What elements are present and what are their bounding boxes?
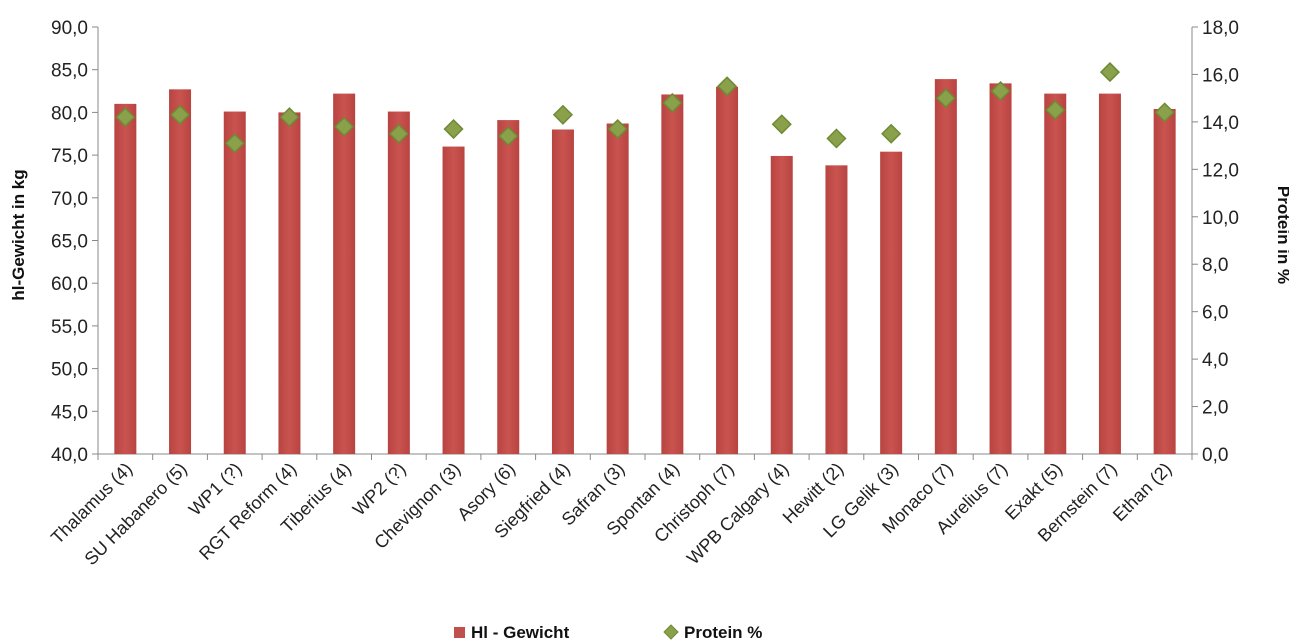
bar: [442, 146, 465, 454]
y2-tick-label: 12,0: [1202, 160, 1239, 181]
protein-point: [224, 133, 245, 154]
y-tick-label: 75,0: [51, 146, 88, 167]
protein-point: [990, 80, 1011, 102]
bar: [1098, 93, 1121, 454]
y2-tick-label: 16,0: [1202, 65, 1239, 86]
bar: [880, 151, 903, 454]
bar: [387, 111, 410, 455]
bar: [497, 120, 520, 454]
y2-tick-label: 14,0: [1202, 113, 1239, 134]
y-tick-label: 80,0: [51, 103, 88, 124]
bar: [333, 93, 356, 454]
y-tick-label: 45,0: [51, 402, 88, 423]
protein-point: [115, 107, 136, 128]
bar: [989, 83, 1012, 454]
y2-tick-label: 10,0: [1202, 208, 1239, 229]
protein-point: [607, 118, 628, 140]
y2-tick-label: 8,0: [1202, 255, 1228, 276]
bar: [934, 79, 957, 455]
y-tick-label: 70,0: [51, 189, 88, 210]
y-tick-label: 60,0: [51, 274, 88, 295]
y-axis-title: hl-Gewicht in kg: [9, 169, 28, 300]
bar: [114, 103, 137, 455]
protein-point: [716, 76, 738, 97]
protein-point: [498, 126, 519, 147]
protein-point: [443, 118, 464, 140]
protein-point: [334, 116, 355, 137]
legend: Hl - Gewicht Protein %: [454, 623, 762, 642]
bar: [278, 112, 301, 455]
x-tick-label: WPB Calgary (4): [683, 459, 793, 569]
plot-area: 40,0 45,0 50,0 55,0 60,0 65,0 70,0 75,0 80,0 85,0…: [47, 18, 1239, 569]
bar: [169, 89, 192, 454]
protein-point: [552, 104, 574, 125]
bar: [661, 94, 684, 454]
bar: [1153, 108, 1176, 454]
protein-point: [881, 123, 902, 144]
y-tick-label: 90,0: [51, 18, 88, 39]
legend-label-protein: Protein %: [684, 623, 762, 642]
bar: [551, 129, 574, 455]
legend-label-hl-gewicht: Hl - Gewicht: [471, 623, 570, 642]
bar: [770, 155, 793, 455]
protein-point: [1099, 62, 1121, 83]
bar: [716, 86, 739, 454]
y2-tick-label: 2,0: [1202, 398, 1228, 419]
y2-tick-label: 6,0: [1202, 303, 1228, 324]
y2-tick-label: 0,0: [1202, 445, 1228, 466]
bar: [1044, 93, 1067, 454]
bar: [825, 165, 848, 454]
x-tick-label: Ethan (2): [1109, 459, 1176, 526]
y2-tick-label: 4,0: [1202, 350, 1228, 371]
bar: [606, 123, 629, 454]
x-tick-label: SU Habanero (5): [81, 459, 191, 569]
y-tick-label: 40,0: [51, 445, 88, 466]
bar: [223, 111, 246, 455]
protein-point: [826, 128, 847, 149]
legend-swatch-bar: [454, 627, 465, 638]
y2-axis-title: Protein in %: [1274, 186, 1289, 284]
protein-point: [1045, 99, 1066, 121]
protein-point: [388, 123, 409, 144]
protein-point: [771, 114, 792, 135]
protein-point: [662, 92, 683, 113]
y-tick-label: 65,0: [51, 232, 88, 253]
legend-swatch-diamond-icon: [663, 624, 679, 640]
protein-point: [169, 104, 191, 125]
y-tick-label: 50,0: [51, 360, 88, 381]
y-tick-label: 55,0: [51, 317, 88, 338]
y-tick-label: 85,0: [51, 61, 88, 82]
x-tick-label: RGT Reform (4): [195, 459, 300, 564]
protein-point: [1154, 102, 1175, 123]
y2-tick-label: 18,0: [1202, 18, 1239, 39]
protein-point: [279, 107, 300, 128]
protein-point: [935, 88, 956, 109]
